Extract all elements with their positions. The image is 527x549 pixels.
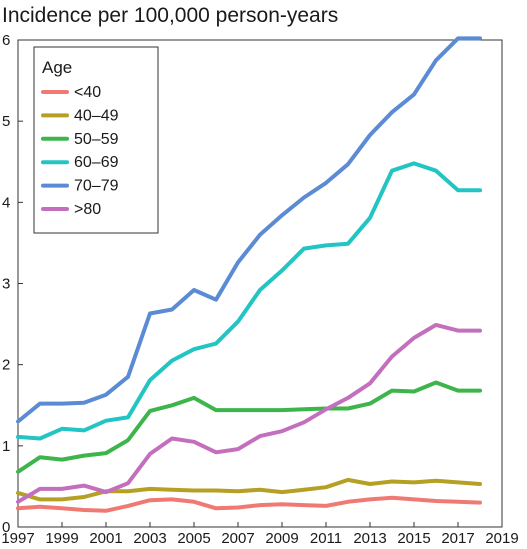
series-line xyxy=(16,322,482,504)
legend-title: Age xyxy=(42,58,72,77)
x-tick-label: 2009 xyxy=(265,530,298,547)
legend-label: 40–49 xyxy=(74,107,119,124)
series-line xyxy=(16,161,482,441)
y-tick-label: 1 xyxy=(2,438,10,455)
legend-label: >80 xyxy=(74,201,101,218)
y-tick-label: 0 xyxy=(2,519,10,536)
x-tick-label: 1997 xyxy=(1,530,34,547)
y-tick-label: 5 xyxy=(2,113,10,130)
x-tick-label: 2003 xyxy=(133,530,166,547)
x-tick-label: 2011 xyxy=(310,530,342,547)
x-tick-label: 2005 xyxy=(177,530,210,547)
y-tick-label: 2 xyxy=(2,357,10,374)
legend-label: 60–69 xyxy=(74,154,119,171)
x-tick-label: 2017 xyxy=(441,530,474,547)
legend-label: <40 xyxy=(74,84,101,101)
y-tick-label: 6 xyxy=(2,32,10,49)
legend-label: 50–59 xyxy=(74,131,119,148)
x-tick-label: 1999 xyxy=(45,530,78,547)
legend-items: <40 40–49 50–59 60–69 70–79 >80 xyxy=(41,84,119,218)
chart-title: Incidence per 100,000 person-years xyxy=(2,4,338,27)
x-tick-label: 2015 xyxy=(397,530,430,547)
x-tick-label: 2019 xyxy=(485,530,518,547)
y-tick-label: 3 xyxy=(2,276,10,293)
series-line xyxy=(16,495,482,513)
series-line xyxy=(16,380,482,474)
legend-label: 70–79 xyxy=(74,178,119,195)
legend: Age <40 40–49 50–59 60–69 70–79 >80 xyxy=(33,46,159,234)
x-tick-label: 2007 xyxy=(221,530,254,547)
x-tick-label: 2013 xyxy=(353,530,386,547)
x-tick-label: 2001 xyxy=(89,530,122,547)
axes: 0 1 2 3 4 5 6 1997 1999 2001 2003 2005 2007 2009 2011 2… xyxy=(1,32,518,547)
series-line xyxy=(16,36,482,424)
y-tick-label: 4 xyxy=(2,194,10,211)
series-layer xyxy=(16,36,482,513)
series-line xyxy=(16,477,482,502)
